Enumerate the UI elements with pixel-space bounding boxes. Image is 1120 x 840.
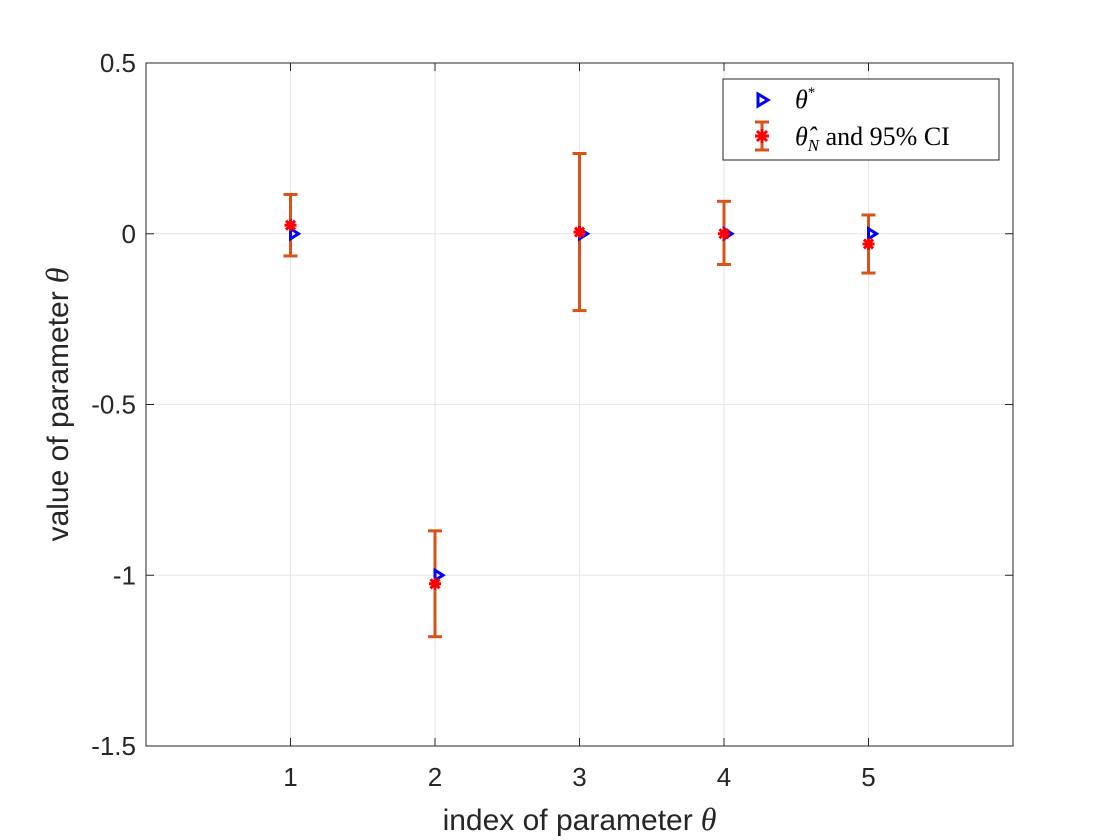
y-tick-label: -0.5 — [91, 390, 136, 420]
true-value-marker — [289, 226, 302, 242]
estimate-marker — [862, 237, 875, 250]
true-value-marker — [867, 226, 880, 242]
estimate-marker — [573, 226, 586, 239]
legend: θ* θ̂N and 95% CI — [722, 78, 1000, 161]
legend-box — [722, 78, 1000, 161]
x-tick-label: 2 — [428, 762, 442, 792]
x-axis-label-symbol: θ — [701, 801, 717, 837]
y-axis-label-text: value of parameter — [42, 291, 75, 541]
data-marks — [283, 151, 880, 639]
y-axis-label-symbol: θ — [39, 268, 75, 284]
y-tick-label: 0 — [122, 219, 136, 249]
legend-triangle-marker — [756, 91, 771, 109]
x-axis-label-text: index of parameter — [443, 804, 693, 837]
y-tick-label: -1 — [113, 560, 136, 590]
axis-ticks: 1 2 3 4 5 -1.5 -1 -0.5 0 0.5 — [91, 48, 1013, 792]
x-axis-label: index of parameter θ — [443, 801, 717, 837]
x-tick-label: 3 — [572, 762, 586, 792]
estimate-marker — [429, 577, 441, 590]
estimate-marker — [284, 219, 297, 232]
x-tick-label: 5 — [861, 762, 875, 792]
legend-label-theta-star: θ* — [795, 85, 815, 114]
y-tick-label: 0.5 — [100, 48, 136, 78]
y-axis-label: value of parameter θ — [39, 268, 75, 542]
y-tick-label: -1.5 — [91, 731, 136, 761]
x-tick-label: 1 — [283, 762, 297, 792]
estimate-marker — [718, 227, 730, 240]
legend-errorbar-marker — [755, 120, 769, 152]
x-tick-label: 4 — [717, 762, 731, 792]
true-value-marker — [433, 567, 446, 583]
legend-label-theta-hat: θ̂N and 95% CI — [795, 122, 950, 155]
